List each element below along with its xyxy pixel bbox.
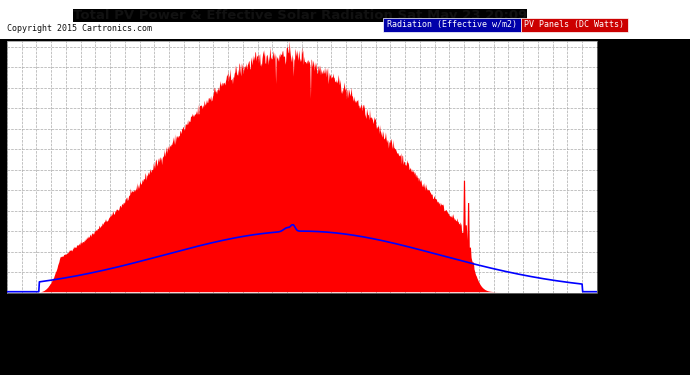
Text: Radiation (Effective w/m2): Radiation (Effective w/m2) [387, 20, 517, 29]
Text: Copyright 2015 Cartronics.com: Copyright 2015 Cartronics.com [7, 24, 152, 33]
Text: Total PV Power & Effective Solar Radiation Sat May 23 20:09: Total PV Power & Effective Solar Radiati… [73, 9, 527, 22]
Text: PV Panels (DC Watts): PV Panels (DC Watts) [524, 20, 624, 29]
Text: Total PV Power & Effective Solar Radiation Sat May 23 20:09: Total PV Power & Effective Solar Radiati… [73, 9, 527, 22]
